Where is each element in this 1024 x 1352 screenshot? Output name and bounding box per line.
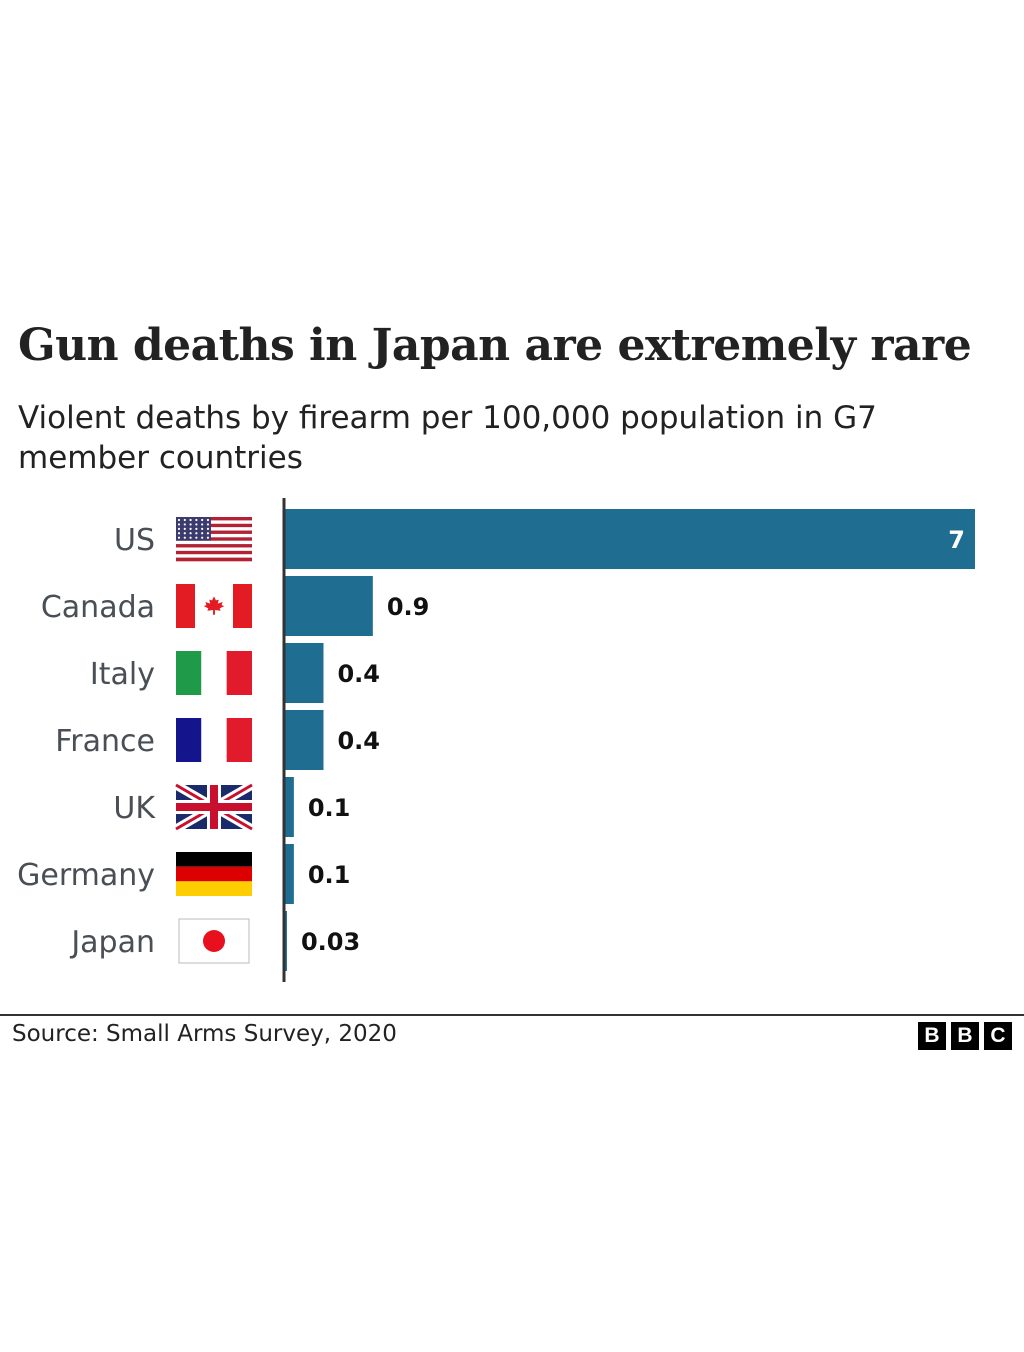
- bbc-logo: B B C: [918, 1022, 1012, 1050]
- value-label-germany: 0.1: [308, 861, 351, 889]
- bbc-logo-block-3: C: [984, 1022, 1012, 1050]
- chart-title: Gun deaths in Japan are extremely rare: [18, 320, 972, 371]
- value-label-japan: 0.03: [301, 928, 360, 956]
- italy-flag-icon: [176, 651, 252, 695]
- bar-us: [284, 509, 975, 569]
- value-label-us: 7: [948, 526, 965, 554]
- uk-flag-icon: [173, 781, 255, 833]
- value-label-uk: 0.1: [308, 794, 351, 822]
- bar-france: [284, 710, 324, 770]
- value-label-canada: 0.9: [387, 593, 430, 621]
- chart-subtitle: Violent deaths by firearm per 100,000 po…: [18, 400, 877, 476]
- footer-divider: [0, 1014, 1024, 1016]
- category-label-germany: Germany: [17, 858, 155, 893]
- germany-flag-icon: [176, 852, 252, 896]
- value-label-france: 0.4: [337, 727, 380, 755]
- category-label-italy: Italy: [90, 657, 155, 692]
- canada-flag-icon: [176, 584, 252, 628]
- category-label-us: US: [114, 523, 155, 558]
- bar-italy: [284, 643, 324, 703]
- bar-canada: [284, 576, 373, 636]
- category-label-france: France: [55, 724, 155, 759]
- value-label-italy: 0.4: [337, 660, 380, 688]
- bar-chart: US 7 Canada 0.9 Italy 0.4 France 0.4 UK 0.1 German…: [17, 498, 975, 982]
- us-flag-icon: [176, 517, 252, 562]
- japan-flag-icon: [178, 918, 250, 964]
- category-label-canada: Canada: [41, 590, 155, 625]
- bbc-logo-block-2: B: [951, 1022, 979, 1050]
- source-note: Source: Small Arms Survey, 2020: [12, 1021, 397, 1047]
- category-label-japan: Japan: [69, 925, 155, 960]
- category-label-uk: UK: [113, 791, 156, 826]
- bar-germany: [284, 844, 294, 904]
- bar-uk: [284, 777, 294, 837]
- bbc-logo-block-1: B: [918, 1022, 946, 1050]
- france-flag-icon: [176, 718, 252, 762]
